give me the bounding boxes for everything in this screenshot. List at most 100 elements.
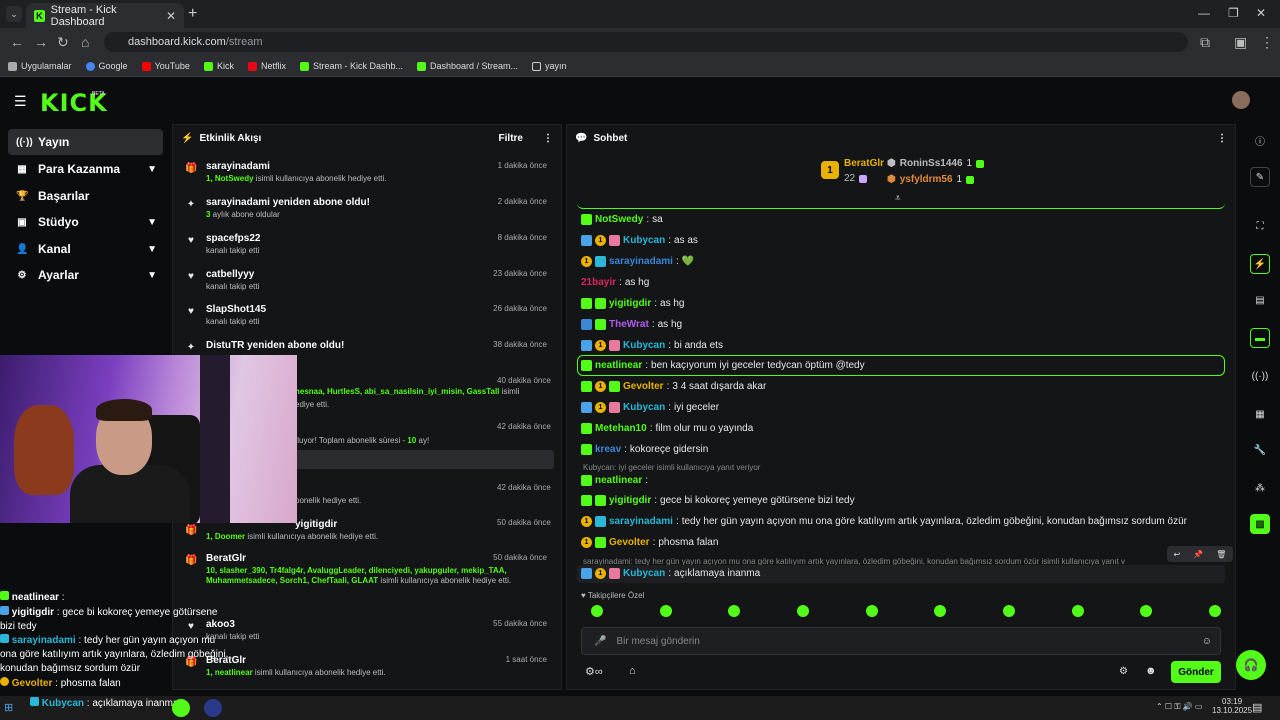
chat-username[interactable]: kreav xyxy=(595,444,622,455)
sidebar-item-studyo[interactable]: ▣ Stüdyo ▼ xyxy=(17,215,157,229)
emote-icon[interactable] xyxy=(728,605,741,617)
more-options-icon[interactable]: ⋮ xyxy=(543,132,553,144)
taskbar-app-icon[interactable] xyxy=(204,699,222,717)
bookmark-youtube[interactable]: YouTube xyxy=(141,61,190,71)
browser-tab[interactable]: K Stream - Kick Dashboard ✕ xyxy=(26,3,184,28)
bookmark-folder-yayin[interactable]: yayın xyxy=(532,61,567,71)
broadcast-icon[interactable]: ((·)) xyxy=(1251,370,1269,382)
chat-message[interactable]: yigitigdir: gece bi kokoreç yemeye götürs… xyxy=(581,495,855,506)
close-window-icon[interactable]: ✕ xyxy=(1256,6,1267,20)
notification-icon[interactable]: ▤ xyxy=(1252,702,1263,714)
kick-logo[interactable]: KICK xyxy=(40,89,108,117)
chat-username[interactable]: sarayinadami xyxy=(609,516,673,527)
sidebar-item-para-kazanma[interactable]: ▦ Para Kazanma ▼ xyxy=(17,162,157,176)
emote-icon[interactable] xyxy=(1002,605,1015,617)
microphone-icon[interactable]: 🎤 xyxy=(594,635,607,647)
chat-username[interactable]: neatlinear xyxy=(595,475,643,486)
notes-icon[interactable]: ▤ xyxy=(1255,294,1265,306)
chat-username[interactable]: Gevolter xyxy=(623,381,664,392)
chat-message[interactable]: NotSwedy: sa xyxy=(581,214,663,225)
chat-message[interactable]: 1 Kubycan: açıklamaya inanma xyxy=(581,568,760,579)
chat-message[interactable]: 21bayir: as hg xyxy=(581,277,650,288)
crop-icon[interactable]: ⛶ xyxy=(1256,220,1264,232)
sidebar-item-kanal[interactable]: 👤 Kanal ▼ xyxy=(16,242,157,256)
tab-search-icon[interactable]: ⌄ xyxy=(6,6,22,22)
emote-icon[interactable] xyxy=(865,605,878,617)
bookmark-google[interactable]: Google xyxy=(85,61,128,71)
emote-icon[interactable] xyxy=(659,605,672,617)
chat-message[interactable]: 1 sarayinadami: 💚 xyxy=(581,256,694,267)
sidebar-item-basarilar[interactable]: 🏆 Başarılar xyxy=(16,189,90,203)
emote-icon[interactable] xyxy=(1208,605,1221,617)
emote-icon[interactable] xyxy=(1140,605,1153,617)
close-tab-icon[interactable]: ✕ xyxy=(165,8,176,23)
chat-message[interactable]: TheWrat: as hg xyxy=(581,319,682,330)
activity-toggle-icon[interactable]: ⚡ xyxy=(1250,254,1270,274)
chat-username[interactable]: sarayinadami xyxy=(609,256,673,267)
restore-icon[interactable]: ❐ xyxy=(1228,6,1239,20)
sidebar-item-yayin[interactable]: ((·)) Yayın xyxy=(8,129,163,155)
chat-toggle-icon[interactable]: ▬ xyxy=(1250,328,1270,348)
chat-username[interactable]: neatlinear xyxy=(595,360,643,371)
chat-message[interactable]: 1 Gevolter: phosma falan xyxy=(581,537,718,548)
tray-icons[interactable]: ⌃ ☐ ⚿ 🔊 ▭ xyxy=(1156,702,1203,711)
taskbar-app-icon[interactable] xyxy=(172,699,190,717)
chat-username[interactable]: NotSwedy xyxy=(595,214,644,225)
chat-message[interactable]: 1 Gevolter:3 4 saat dışarda akar xyxy=(581,381,766,392)
clapper-icon[interactable]: ▩ xyxy=(1250,514,1270,534)
chat-username[interactable]: yigitigdir xyxy=(609,298,652,309)
community-icon[interactable]: ⁂ xyxy=(1255,482,1265,494)
top-gifter-name[interactable]: BeratGlr xyxy=(844,158,885,169)
emote-icon[interactable] xyxy=(796,605,809,617)
chat-message[interactable]: 1 sarayinadami: tedy her gün yayın açıyon … xyxy=(581,516,1187,527)
filter-button[interactable]: Filtre xyxy=(498,132,523,144)
chat-message[interactable]: neatlinear: xyxy=(581,475,651,486)
bookmark-dashboard[interactable]: Dashboard / Stream... xyxy=(417,61,518,71)
profile-icon[interactable]: ▣ xyxy=(1234,34,1248,50)
bookmark-netflix[interactable]: Netflix xyxy=(247,61,286,71)
extensions-icon[interactable]: ⧉ xyxy=(1200,34,1210,50)
url-field[interactable]: dashboard.kick.com/stream xyxy=(104,32,1188,52)
store-icon[interactable]: ⌂ xyxy=(629,665,636,677)
chat-options-icon[interactable]: ⋮ xyxy=(1217,132,1227,144)
menu-dots-icon[interactable]: ⋮ xyxy=(1260,34,1274,50)
delete-icon[interactable]: 🗑 xyxy=(1216,549,1227,559)
gifter-row[interactable]: ⬢ RoninSs1446 1 xyxy=(887,158,985,169)
chat-username[interactable]: Kubycan xyxy=(623,402,666,413)
emote-manager-icon[interactable]: ☻ xyxy=(1145,665,1157,677)
chat-username[interactable]: TheWrat xyxy=(609,319,649,330)
bookmark-apps[interactable]: Uygulamalar xyxy=(8,61,72,71)
chat-message[interactable]: 1 Kubycan: bi anda ets xyxy=(581,340,723,351)
send-button[interactable]: Gönder xyxy=(1171,661,1221,683)
chat-message[interactable]: Metehan10: film olur mu o yayında xyxy=(581,423,753,434)
chat-message[interactable]: 1 Kubycan: as as xyxy=(581,235,698,246)
chat-username[interactable]: yigitigdir xyxy=(609,495,652,506)
emoji-picker-icon[interactable]: ☺ xyxy=(1201,635,1212,647)
chat-settings-icon[interactable]: ⚙ xyxy=(1119,666,1128,677)
reload-icon[interactable]: ↻ xyxy=(57,34,69,50)
bookmark-kick-stream[interactable]: Stream - Kick Dashb... xyxy=(299,61,403,71)
reply-icon[interactable]: ↩ xyxy=(1173,549,1181,559)
emote-icon[interactable] xyxy=(591,605,603,617)
wrench-icon[interactable]: 🔧 xyxy=(1253,444,1267,456)
chat-username[interactable]: Kubycan xyxy=(623,235,666,246)
home-icon[interactable]: ⌂ xyxy=(81,34,90,50)
forward-icon[interactable]: → xyxy=(34,34,48,50)
chat-message[interactable]: kreav: kokoreçe gidersin xyxy=(581,444,708,455)
sidebar-item-ayarlar[interactable]: ⚙ Ayarlar ▼ xyxy=(17,268,157,282)
chat-message[interactable]: neatlinear: ben kaçıyorum iyi geceler ted… xyxy=(581,360,865,371)
gifter-row[interactable]: ⬢ ysfyldrm56 1 xyxy=(887,174,975,185)
chat-username[interactable]: 21bayir xyxy=(581,277,617,288)
chat-username[interactable]: Kubycan xyxy=(623,340,666,351)
bookmark-kick[interactable]: Kick xyxy=(203,61,234,71)
back-icon[interactable]: ← xyxy=(10,34,24,50)
taskbar-clock[interactable]: 03:19 13.10.2025 xyxy=(1212,697,1253,715)
layers-icon[interactable]: ▦ xyxy=(1255,408,1265,420)
new-tab-icon[interactable]: + xyxy=(188,5,198,22)
support-headset-icon[interactable]: 🎧 xyxy=(1236,650,1266,680)
windows-start-icon[interactable]: ⊞ xyxy=(4,702,14,714)
emote-icon[interactable] xyxy=(934,605,947,617)
collapse-icon[interactable]: ⩡ xyxy=(895,193,901,204)
chat-input[interactable]: 🎤 Bir mesaj gönderin ☺ xyxy=(581,627,1221,655)
chat-username[interactable]: Gevolter xyxy=(609,537,650,548)
